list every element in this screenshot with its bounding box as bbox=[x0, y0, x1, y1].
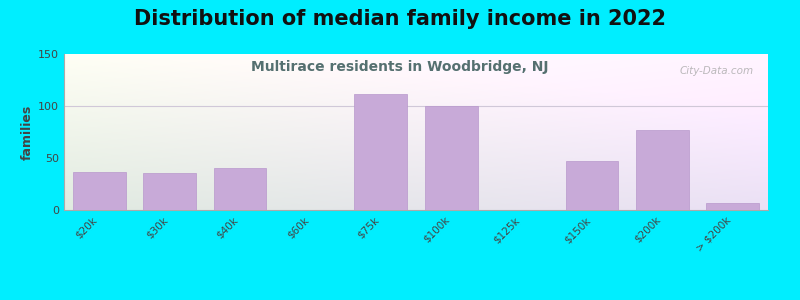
Bar bbox=[354, 94, 407, 210]
Bar bbox=[425, 106, 478, 210]
Bar bbox=[566, 161, 618, 210]
Bar bbox=[214, 168, 266, 210]
Text: Multirace residents in Woodbridge, NJ: Multirace residents in Woodbridge, NJ bbox=[251, 60, 549, 74]
Text: City-Data.com: City-Data.com bbox=[680, 67, 754, 76]
Text: Distribution of median family income in 2022: Distribution of median family income in … bbox=[134, 9, 666, 29]
Y-axis label: families: families bbox=[21, 104, 34, 160]
Bar bbox=[706, 203, 759, 210]
Bar bbox=[73, 172, 126, 210]
Bar bbox=[143, 172, 196, 210]
Bar bbox=[636, 130, 689, 210]
